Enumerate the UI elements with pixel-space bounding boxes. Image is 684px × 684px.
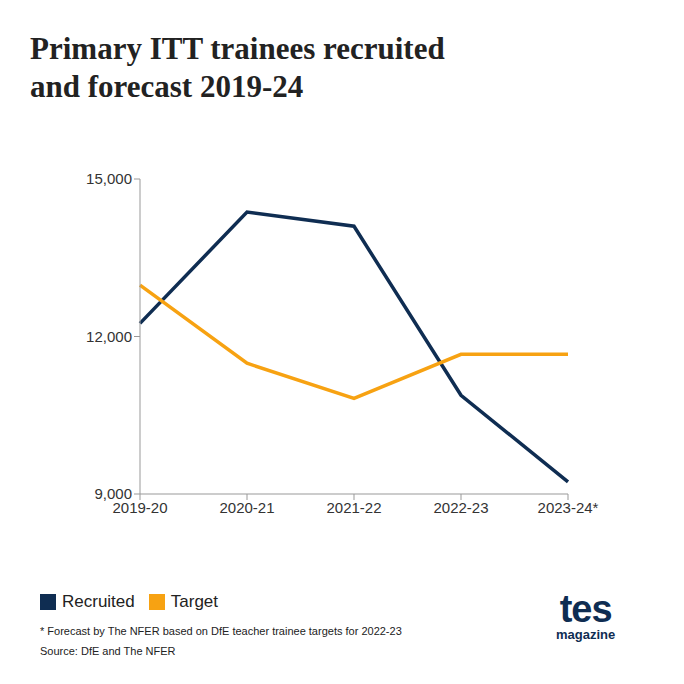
html-text:magazine: magazine xyxy=(556,627,616,642)
html-text:Recruited: Recruited xyxy=(62,592,135,611)
html-text:tes: tes xyxy=(559,588,612,630)
html-text:Target: Target xyxy=(170,592,218,611)
svg-text:2019-20: 2019-20 xyxy=(112,498,168,516)
html-text:Source: DfE and The NFER: Source: DfE and The NFER xyxy=(40,645,176,657)
svg-text:2020-21: 2020-21 xyxy=(219,499,274,516)
html-text:Primary ITT trainees recruited: Primary ITT trainees recruited xyxy=(30,31,445,66)
svg-text:9,000: 9,000 xyxy=(94,485,132,502)
html-text:* Forecast by The NFER based o: * Forecast by The NFER based on DfE teac… xyxy=(40,625,402,637)
svg-text:12,000: 12,000 xyxy=(86,328,132,345)
svg-text:2021-22: 2021-22 xyxy=(326,499,381,516)
html-text:and forecast 2019-24: and forecast 2019-24 xyxy=(30,69,304,104)
svg-text:2022-23: 2022-23 xyxy=(433,499,488,516)
svg-text:2023-24*: 2023-24* xyxy=(538,499,599,516)
svg-text:15,000: 15,000 xyxy=(86,170,132,187)
